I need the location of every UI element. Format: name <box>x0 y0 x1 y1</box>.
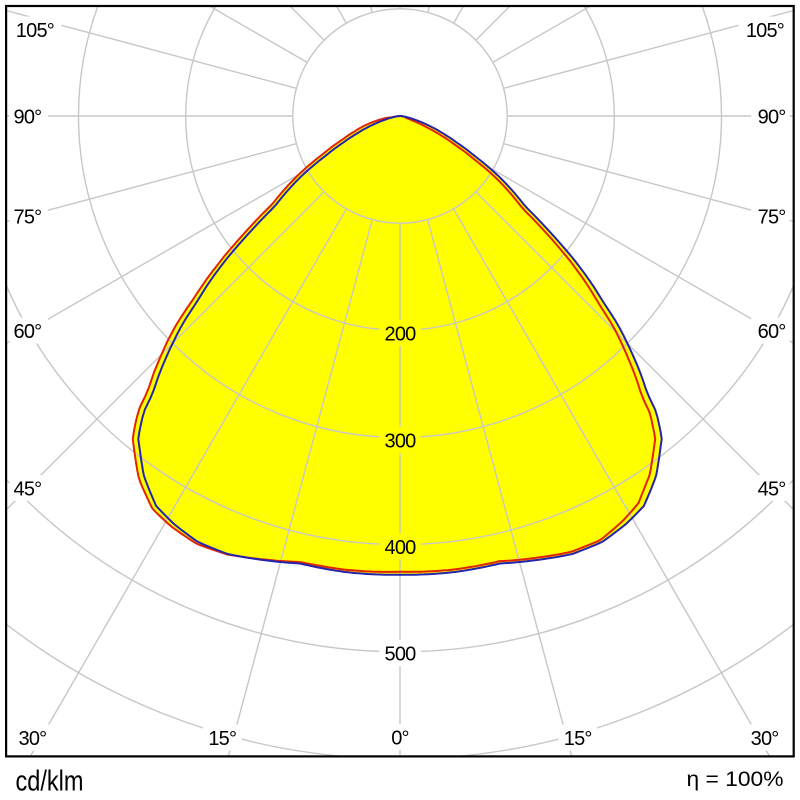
svg-text:45°: 45° <box>758 478 786 500</box>
svg-text:105°: 105° <box>746 20 784 42</box>
svg-text:0°: 0° <box>391 727 409 749</box>
svg-text:60°: 60° <box>14 321 42 343</box>
svg-text:cd/klm: cd/klm <box>16 766 84 798</box>
svg-text:30°: 30° <box>19 728 47 750</box>
svg-text:200: 200 <box>385 323 417 345</box>
svg-text:90°: 90° <box>14 107 42 129</box>
svg-text:15°: 15° <box>564 728 592 750</box>
svg-text:30°: 30° <box>751 728 779 750</box>
svg-text:500: 500 <box>385 643 417 665</box>
svg-text:75°: 75° <box>758 207 786 229</box>
svg-text:η = 100%: η = 100% <box>687 768 784 791</box>
svg-text:400: 400 <box>385 537 417 559</box>
svg-text:300: 300 <box>385 430 417 452</box>
svg-text:15°: 15° <box>208 728 236 750</box>
svg-text:105°: 105° <box>16 20 54 42</box>
svg-text:45°: 45° <box>14 478 42 500</box>
svg-text:75°: 75° <box>14 207 42 229</box>
svg-text:90°: 90° <box>758 107 786 129</box>
svg-text:60°: 60° <box>758 321 786 343</box>
